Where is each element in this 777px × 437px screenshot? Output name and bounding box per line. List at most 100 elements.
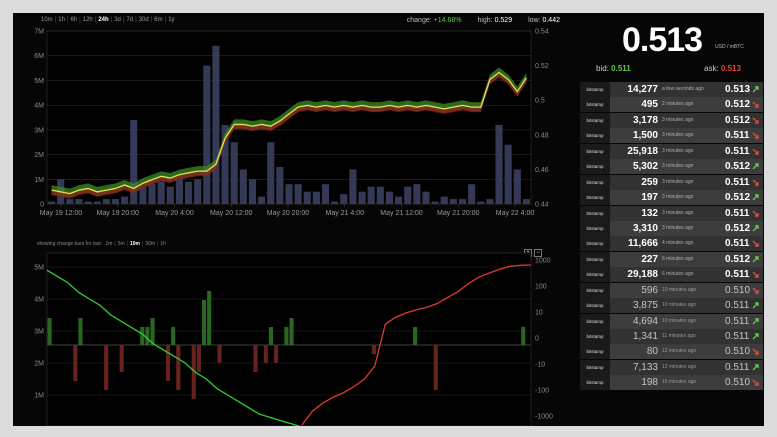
range-tab-12h[interactable]: 12h: [82, 17, 93, 23]
volume-bar: [312, 191, 320, 204]
volume-bar: [203, 65, 211, 204]
interval-tab-10m[interactable]: 10m: [129, 241, 140, 247]
zoom-out-button[interactable]: −: [534, 249, 542, 257]
trade-time: 4 minutes ago: [662, 240, 694, 247]
tab-separator: |: [94, 17, 97, 23]
arrow-down-right-icon: [752, 179, 759, 186]
volume-axis-label: 0: [40, 202, 44, 209]
volume-bar: [75, 199, 83, 204]
volume-bar: [184, 181, 193, 204]
exchange-name: bitstamp: [580, 282, 610, 298]
tab-separator: |: [110, 17, 113, 23]
volume-bar: [458, 199, 467, 204]
trade-time: 10 minutes ago: [662, 286, 697, 293]
trade-time: 3 minutes ago: [662, 132, 694, 139]
right-axis-label: 0: [535, 336, 539, 343]
trade-time: 15 minutes ago: [662, 379, 697, 386]
volume-bar: [230, 142, 238, 204]
range-tab-30d[interactable]: 30d: [138, 17, 149, 23]
volume-bar: [175, 176, 183, 204]
volume-bar: [239, 169, 247, 204]
volume-bar: [285, 184, 293, 204]
range-tab-7d[interactable]: 7d: [126, 17, 134, 23]
trade-time: 3 minutes ago: [662, 178, 694, 185]
arrow-down-right-icon: [752, 132, 759, 140]
trade-amount: 1,341: [632, 331, 658, 342]
range-tab-10m[interactable]: 10m: [41, 17, 53, 23]
volume-bar: [413, 184, 421, 204]
range-tab-1y[interactable]: 1y: [168, 17, 175, 23]
trade-price: 0.511: [725, 361, 750, 373]
trade-amount: 495: [641, 99, 658, 111]
trade-time: 10 minutes ago: [662, 317, 697, 324]
trade-price: 0.511: [725, 207, 750, 219]
price-chart-panel: 10m | 1h | 6h | 12h | 24h | 3d | 7d | 30d | 6m | 1y change…: [31, 13, 566, 235]
trade-amount: 227: [641, 253, 658, 265]
trade-amount: 198: [641, 377, 658, 389]
interval-tab-5m[interactable]: 5m: [117, 241, 125, 247]
exchange-name: bitstamp: [580, 82, 610, 97]
volume-bar: [404, 186, 412, 204]
left-axis-label: 2M: [34, 361, 44, 368]
trade-amount: 1,500: [632, 130, 658, 142]
trade-time: 6 minutes ago: [662, 255, 694, 262]
volume-bar: [477, 201, 485, 204]
price-line: [51, 71, 527, 195]
volume-bar: [84, 201, 92, 204]
arrow-up-right-icon: [752, 86, 759, 93]
trade-time: 3 minutes ago: [662, 224, 694, 231]
trade-price: 0.513: [725, 84, 751, 95]
cumulative-volume-line: [46, 269, 301, 426]
arrow-down-right-icon: [752, 379, 759, 387]
trade-row: bitstamp 80 12 minutes ago 0.510: [580, 344, 763, 360]
trade-row: bitstamp 227 6 minutes ago 0.512: [580, 251, 763, 267]
change-label: change:: [406, 17, 432, 24]
range-tab-6m[interactable]: 6m: [154, 17, 163, 23]
trade-price: 0.511: [725, 176, 750, 188]
arrow-down-right-icon: [752, 271, 759, 278]
trade-time: 3 minutes ago: [662, 194, 694, 201]
trade-amount: 29,188: [627, 269, 658, 281]
trade-price: 0.511: [725, 145, 750, 157]
volume-bar: [495, 124, 503, 204]
price-volume-chart[interactable]: 7M6M5M4M3M2M1M00.540.520.50.480.460.44Ma…: [31, 13, 566, 235]
interval-tab-1h[interactable]: 1h: [160, 241, 166, 247]
exchange-name: bitstamp: [580, 97, 610, 113]
left-axis-label: 5M: [34, 265, 44, 272]
volume-axis-label: 7M: [34, 29, 44, 36]
trade-row: bitstamp 1,341 11 minutes ago 0.511: [580, 329, 763, 344]
volume-bar: [294, 184, 302, 204]
range-tab-1h[interactable]: 1h: [58, 17, 65, 23]
change-bar: [176, 345, 181, 390]
trade-price: 0.512: [725, 253, 751, 265]
tab-separator: |: [114, 241, 116, 247]
range-tab-3d[interactable]: 3d: [114, 17, 121, 23]
trade-time: 3 minutes ago: [662, 163, 694, 170]
interval-tab-30m[interactable]: 30m: [145, 241, 156, 247]
trade-price: 0.511: [725, 331, 750, 342]
trade-row: bitstamp 1,500 3 minutes ago 0.511: [580, 128, 763, 144]
volume-bar: [248, 179, 257, 204]
arrow-up-right-icon: [752, 333, 759, 340]
change-bar: [371, 345, 377, 354]
exchange-name: bitstamp: [580, 251, 610, 267]
arrow-down-right-icon: [752, 101, 759, 109]
trade-list: bitstamp 14,277 a few seconds ago 0.513 bits…: [580, 82, 763, 391]
bid-value: 0.511: [611, 64, 631, 73]
range-tab-6h[interactable]: 6h: [70, 17, 78, 23]
range-tab-24h[interactable]: 24h: [98, 17, 109, 23]
cumulative-delta-line: [301, 264, 532, 426]
exchange-name: bitstamp: [580, 190, 610, 206]
change-bar: [284, 327, 289, 345]
trade-time: 10 minutes ago: [662, 302, 697, 309]
trade-amount: 80: [646, 346, 658, 358]
volume-bar: [212, 45, 220, 205]
last-price: 0.513: [622, 21, 703, 59]
trade-amount: 132: [641, 207, 658, 219]
trade-time: 3 minutes ago: [662, 209, 694, 216]
interval-tab-1m[interactable]: 1m: [105, 241, 113, 247]
exchange-name: bitstamp: [580, 143, 610, 159]
trade-row: bitstamp 495 2 minutes ago 0.512: [580, 97, 763, 113]
volume-bar: [376, 186, 384, 204]
